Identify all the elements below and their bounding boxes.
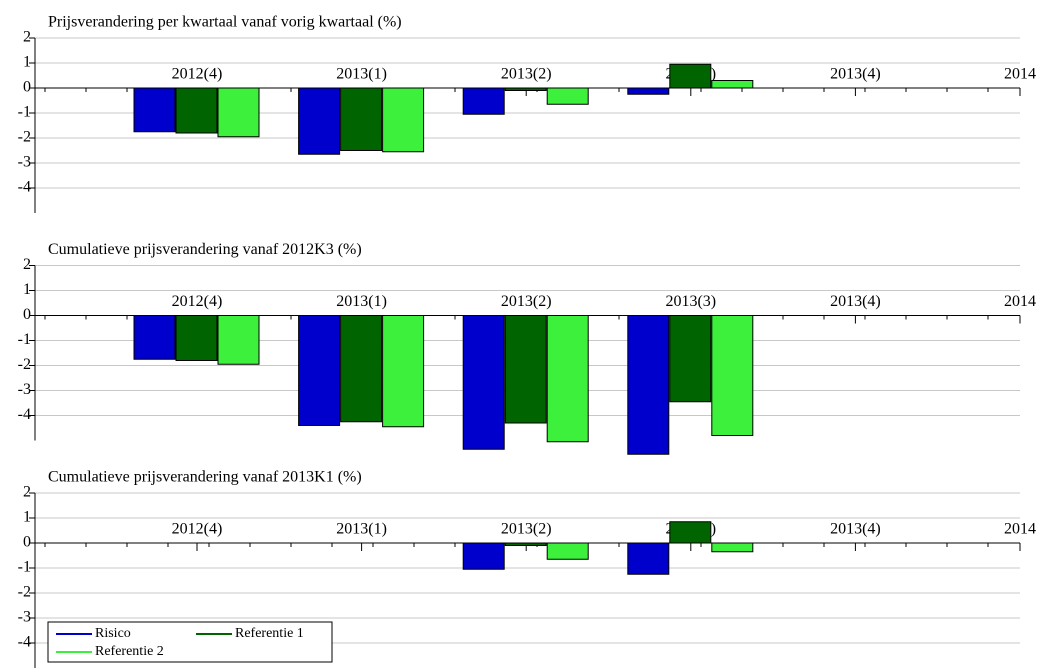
legend-label: Referentie 2 (95, 644, 164, 659)
x-tick-label: 2014 (1004, 66, 1036, 83)
y-tick-label: -2 (18, 129, 31, 146)
x-tick-label: 2013(4) (830, 66, 881, 83)
bar (504, 87, 547, 91)
y-tick-label: -4 (18, 179, 31, 196)
chart-title: Cumulatieve prijsverandering vanaf 2013K… (48, 469, 362, 486)
legend-label: Referentie 1 (235, 626, 304, 641)
bar (133, 87, 176, 133)
y-tick-label: -1 (18, 104, 31, 121)
bar (462, 315, 505, 450)
bar (298, 315, 341, 426)
bar (462, 542, 505, 570)
y-tick-label: 0 (23, 79, 31, 96)
bar (133, 315, 176, 360)
bar (669, 63, 712, 89)
y-tick-label: 1 (23, 281, 31, 298)
bar (711, 80, 754, 89)
y-tick-label: 2 (23, 484, 31, 501)
y-tick-label: -4 (18, 634, 31, 651)
y-tick-label: -2 (18, 584, 31, 601)
y-tick-label: -4 (18, 406, 31, 423)
chart-title: Prijsverandering per kwartaal vanaf vori… (48, 14, 402, 31)
bar (504, 542, 547, 546)
bar (217, 315, 260, 365)
y-tick-label: -3 (18, 154, 31, 171)
bar (504, 315, 547, 424)
x-tick-label: 2013(2) (501, 293, 552, 310)
y-tick-label: 0 (23, 306, 31, 323)
y-tick-label: 2 (23, 256, 31, 273)
bar (340, 315, 383, 423)
bar (627, 542, 670, 575)
chart-title: Cumulatieve prijsverandering vanaf 2012K… (48, 241, 362, 258)
bar (546, 87, 589, 105)
x-tick-label: 2013(1) (336, 66, 387, 83)
bar (175, 87, 218, 134)
x-tick-label: 2012(4) (172, 521, 223, 538)
legend-label: Risico (95, 626, 131, 641)
x-tick-label: 2013(3) (665, 293, 716, 310)
y-tick-label: -1 (18, 331, 31, 348)
x-tick-label: 2013(1) (336, 521, 387, 538)
x-tick-label: 2013(1) (336, 293, 387, 310)
bar (175, 315, 218, 361)
x-tick-label: 2013(2) (501, 521, 552, 538)
y-tick-label: 1 (23, 54, 31, 71)
x-tick-label: 2012(4) (172, 293, 223, 310)
bar (546, 315, 589, 443)
bar (711, 542, 754, 553)
bar (627, 87, 670, 95)
y-tick-label: -3 (18, 609, 31, 626)
x-tick-label: 2014 (1004, 293, 1036, 310)
x-tick-label: 2013(2) (501, 66, 552, 83)
bar (340, 87, 383, 151)
y-tick-label: -2 (18, 356, 31, 373)
x-tick-label: 2013(4) (830, 521, 881, 538)
bar (298, 87, 341, 155)
bar (217, 87, 260, 138)
bar (462, 87, 505, 115)
x-tick-label: 2014 (1004, 521, 1036, 538)
bar (382, 87, 425, 153)
y-tick-label: 0 (23, 534, 31, 551)
bar (627, 315, 670, 455)
bar (669, 521, 712, 544)
y-tick-label: 2 (23, 29, 31, 46)
bar (382, 315, 425, 428)
bar (669, 315, 712, 403)
bar (546, 542, 589, 560)
bar (711, 315, 754, 436)
y-tick-label: 1 (23, 509, 31, 526)
y-tick-label: -1 (18, 559, 31, 576)
x-tick-label: 2012(4) (172, 66, 223, 83)
y-tick-label: -3 (18, 381, 31, 398)
legend-box (47, 621, 333, 663)
x-tick-label: 2013(4) (830, 293, 881, 310)
